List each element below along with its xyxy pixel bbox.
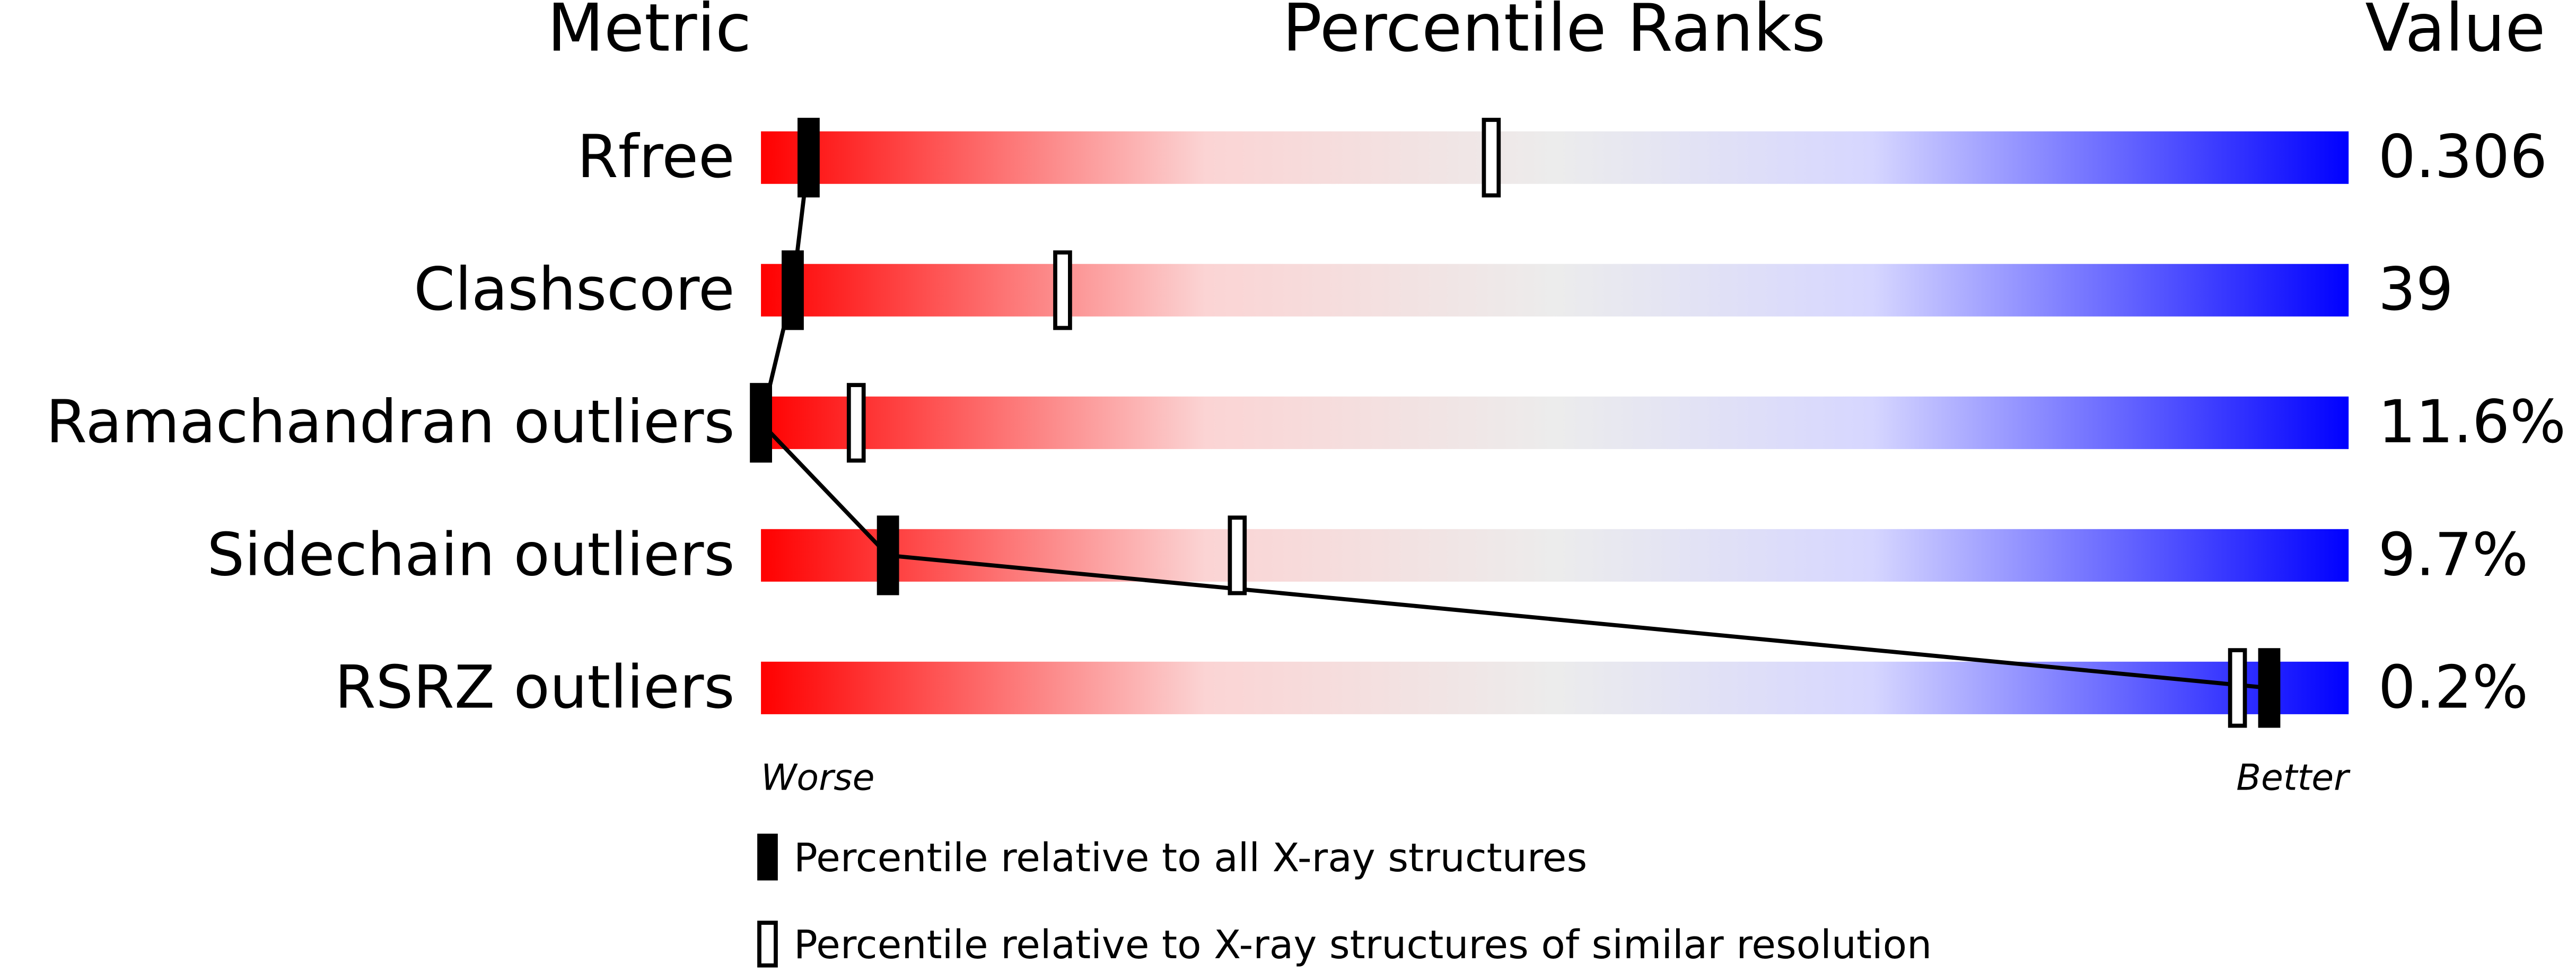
- metric-value: 0.306: [2378, 123, 2547, 191]
- header-metric: Metric: [547, 0, 751, 67]
- percentile-marker: [1053, 250, 1072, 330]
- percentile-marker: [1482, 118, 1501, 198]
- metric-value: 9.7%: [2378, 521, 2528, 589]
- metric-label: Rfree: [577, 123, 734, 191]
- metric-value: 39: [2378, 256, 2454, 324]
- percentile-marker: [2228, 648, 2247, 728]
- worse-label: Worse: [761, 757, 874, 799]
- percentile-marker: [750, 383, 772, 463]
- percentile-marker: [782, 250, 804, 330]
- metric-value: 0.2%: [2378, 653, 2528, 722]
- metric-value: 11.6%: [2378, 388, 2566, 457]
- metric-label: RSRZ outliers: [335, 653, 734, 722]
- legend-swatch: [757, 834, 778, 881]
- percentile-bar: [761, 131, 2349, 184]
- legend-label: Percentile relative to X-ray structures …: [794, 922, 1932, 968]
- header-value: Value: [2365, 0, 2545, 67]
- percentile-bar: [761, 661, 2349, 714]
- legend-swatch: [757, 921, 778, 968]
- percentile-bar: [761, 264, 2349, 317]
- percentile-bar: [761, 529, 2349, 582]
- metric-label: Sidechain outliers: [207, 521, 734, 589]
- percentile-marker: [798, 118, 820, 198]
- percentile-marker: [877, 515, 899, 596]
- percentile-marker: [2258, 648, 2281, 728]
- percentile-marker: [1228, 515, 1247, 596]
- legend-label: Percentile relative to all X-ray structu…: [794, 835, 1587, 881]
- percentile-bar: [761, 396, 2349, 449]
- percentile-marker: [846, 383, 866, 463]
- header-percentile: Percentile Ranks: [1282, 0, 1825, 67]
- metric-label: Clashscore: [414, 256, 734, 324]
- better-label: Better: [2236, 757, 2351, 799]
- metric-label: Ramachandran outliers: [46, 388, 735, 457]
